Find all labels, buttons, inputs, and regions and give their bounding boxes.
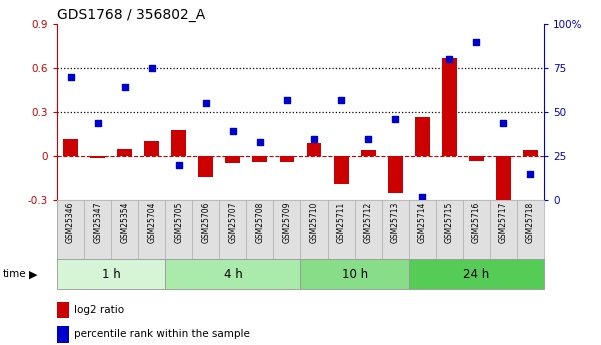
Point <box>147 66 156 71</box>
Point <box>174 162 183 168</box>
Point <box>444 57 454 62</box>
FancyBboxPatch shape <box>409 259 544 289</box>
Text: GSM25712: GSM25712 <box>364 202 373 243</box>
Bar <box>442 58 457 156</box>
Text: GSM25711: GSM25711 <box>337 202 346 243</box>
Text: percentile rank within the sample: percentile rank within the sample <box>74 329 250 339</box>
Text: GSM25718: GSM25718 <box>526 202 535 243</box>
Bar <box>117 149 132 156</box>
Bar <box>171 130 186 156</box>
Text: GSM25710: GSM25710 <box>310 202 319 243</box>
Text: log2 ratio: log2 ratio <box>74 305 124 315</box>
Point <box>391 116 400 122</box>
Text: time: time <box>3 269 26 279</box>
Point <box>66 74 76 80</box>
Text: GSM25705: GSM25705 <box>174 202 183 243</box>
Bar <box>307 143 322 156</box>
Point <box>498 120 508 126</box>
Text: GSM25713: GSM25713 <box>391 202 400 243</box>
Text: 24 h: 24 h <box>463 268 489 281</box>
Point <box>471 39 481 45</box>
Text: GSM25707: GSM25707 <box>228 202 237 243</box>
Text: GSM25709: GSM25709 <box>282 202 291 243</box>
Point <box>120 85 129 90</box>
Text: GSM25715: GSM25715 <box>445 202 454 243</box>
Point <box>255 139 264 145</box>
Bar <box>334 156 349 184</box>
Bar <box>144 141 159 156</box>
Bar <box>388 156 403 193</box>
Bar <box>63 139 78 156</box>
Bar <box>415 117 430 156</box>
Text: GSM25716: GSM25716 <box>472 202 481 243</box>
FancyBboxPatch shape <box>57 259 165 289</box>
FancyBboxPatch shape <box>165 259 300 289</box>
Bar <box>57 302 69 318</box>
Text: 4 h: 4 h <box>224 268 242 281</box>
Text: GSM25704: GSM25704 <box>147 202 156 243</box>
Bar <box>496 156 511 201</box>
Bar <box>523 150 538 156</box>
Point <box>93 120 102 126</box>
Text: GDS1768 / 356802_A: GDS1768 / 356802_A <box>57 8 206 22</box>
Point <box>201 101 210 106</box>
Bar <box>252 156 267 162</box>
Point <box>228 129 238 134</box>
Bar <box>57 326 69 343</box>
Text: GSM25717: GSM25717 <box>499 202 508 243</box>
Point <box>336 97 346 102</box>
Point <box>363 136 373 141</box>
Point <box>282 97 291 102</box>
Text: GSM25706: GSM25706 <box>201 202 210 243</box>
Point <box>525 171 535 177</box>
Text: GSM25714: GSM25714 <box>418 202 427 243</box>
Text: ▶: ▶ <box>29 269 37 279</box>
Text: GSM25708: GSM25708 <box>255 202 264 243</box>
Bar <box>225 156 240 164</box>
Text: GSM25346: GSM25346 <box>66 202 75 243</box>
Text: GSM25354: GSM25354 <box>120 202 129 243</box>
Text: GSM25347: GSM25347 <box>93 202 102 243</box>
Bar <box>361 150 376 156</box>
Bar <box>198 156 213 177</box>
Text: 10 h: 10 h <box>341 268 368 281</box>
Bar <box>279 156 294 162</box>
Bar <box>90 156 105 158</box>
Text: 1 h: 1 h <box>102 268 121 281</box>
Point <box>309 136 319 141</box>
FancyBboxPatch shape <box>300 259 409 289</box>
Point <box>417 194 427 199</box>
Bar <box>469 156 484 160</box>
